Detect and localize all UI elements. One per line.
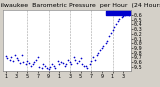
Point: [90, 60, 92, 62]
Point: [10, 57, 12, 58]
Point: [81, 64, 83, 65]
Point: [54, 67, 57, 68]
Point: [101, 47, 103, 49]
Point: [58, 64, 60, 65]
Point: [15, 58, 18, 59]
Point: [65, 64, 67, 65]
Point: [62, 62, 64, 64]
Point: [5, 56, 7, 57]
Point: [120, 17, 123, 18]
Point: [102, 45, 105, 46]
Point: [78, 60, 80, 62]
Point: [117, 20, 119, 21]
Text: Milwaukee  Barometric Pressure  per Hour  (24 Hours): Milwaukee Barometric Pressure per Hour (…: [0, 3, 160, 8]
Point: [38, 66, 41, 67]
Point: [51, 63, 54, 65]
Point: [83, 65, 86, 66]
Point: [72, 57, 75, 58]
Point: [127, 14, 130, 16]
Point: [30, 65, 32, 66]
Point: [111, 29, 114, 31]
Point: [22, 61, 25, 63]
Point: [42, 64, 44, 65]
Point: [47, 69, 50, 70]
Point: [76, 62, 78, 64]
Point: [17, 59, 19, 60]
Point: [49, 66, 51, 67]
Point: [44, 65, 46, 66]
Point: [104, 43, 107, 44]
Point: [92, 57, 94, 58]
Point: [115, 23, 118, 24]
Point: [14, 54, 16, 56]
Point: [19, 62, 22, 64]
Point: [85, 65, 87, 66]
Point: [63, 65, 66, 66]
Point: [95, 54, 98, 56]
Point: [28, 62, 30, 64]
Point: [94, 59, 96, 60]
Point: [40, 67, 43, 68]
Point: [106, 40, 108, 42]
Point: [126, 13, 128, 15]
Point: [53, 65, 55, 66]
Point: [110, 32, 112, 34]
Point: [31, 64, 34, 65]
Point: [56, 60, 59, 62]
Point: [122, 15, 124, 17]
Point: [70, 64, 73, 65]
Point: [88, 64, 91, 65]
Point: [24, 64, 27, 65]
Point: [37, 57, 39, 58]
Point: [97, 52, 99, 53]
Point: [124, 14, 126, 16]
Point: [33, 61, 35, 63]
Point: [67, 59, 70, 60]
Point: [99, 50, 102, 51]
Point: [69, 61, 71, 63]
Point: [113, 26, 115, 27]
Point: [26, 60, 28, 62]
Point: [118, 18, 121, 20]
Point: [12, 60, 14, 62]
Point: [108, 35, 110, 37]
Point: [86, 67, 89, 68]
Point: [21, 55, 23, 56]
Point: [74, 59, 76, 60]
Point: [46, 67, 48, 68]
Point: [35, 59, 38, 60]
Point: [60, 61, 62, 63]
Point: [79, 58, 82, 59]
Point: [6, 58, 9, 59]
Point: [8, 59, 11, 60]
